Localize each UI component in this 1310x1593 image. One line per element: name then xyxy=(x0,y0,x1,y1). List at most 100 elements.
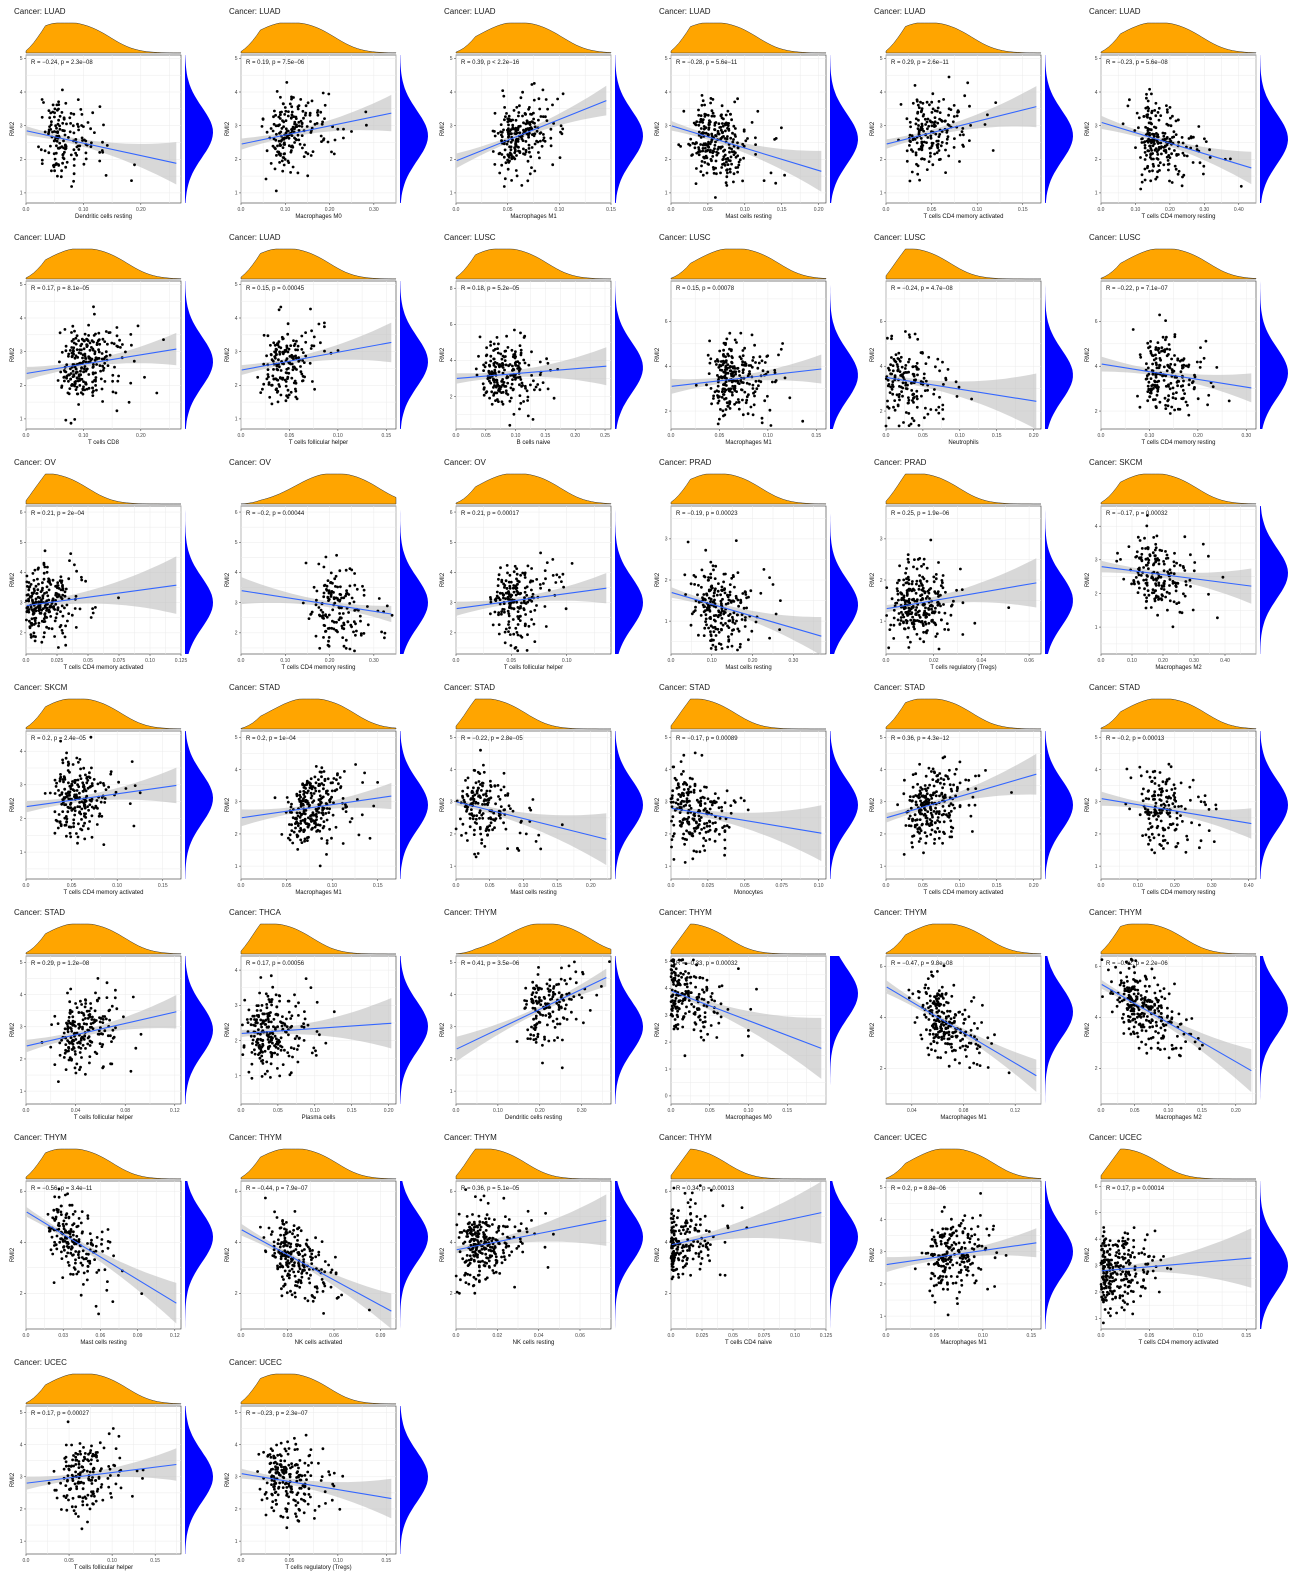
data-point xyxy=(716,129,720,133)
data-point xyxy=(1157,148,1160,152)
data-point xyxy=(278,352,282,356)
data-point xyxy=(726,135,729,138)
data-point xyxy=(101,364,104,368)
data-point xyxy=(920,157,924,161)
data-point xyxy=(514,127,518,131)
data-point xyxy=(40,162,44,166)
data-point xyxy=(72,157,76,161)
data-point xyxy=(1181,151,1185,155)
x-density xyxy=(25,248,182,280)
data-point xyxy=(1154,373,1158,377)
data-point xyxy=(271,144,275,148)
y-tick-label: 2 xyxy=(20,157,23,163)
data-point xyxy=(526,159,530,163)
data-point xyxy=(714,619,717,623)
data-point xyxy=(907,396,910,399)
data-point xyxy=(931,141,935,145)
data-point xyxy=(910,148,913,152)
data-point xyxy=(1163,350,1166,354)
data-point xyxy=(885,586,889,589)
data-point xyxy=(63,150,66,154)
data-point xyxy=(1143,167,1147,171)
data-point xyxy=(907,606,911,610)
x-tick-label: 0.06 xyxy=(1024,658,1034,664)
data-point xyxy=(929,155,932,158)
data-point xyxy=(762,179,766,183)
data-point xyxy=(1144,578,1148,582)
data-point xyxy=(65,122,68,126)
data-point xyxy=(727,626,731,629)
data-point xyxy=(1147,149,1151,153)
data-point xyxy=(1202,356,1206,360)
y-density xyxy=(1260,281,1288,429)
data-point xyxy=(78,144,82,148)
data-point xyxy=(968,104,971,108)
data-point xyxy=(915,98,919,102)
data-point xyxy=(522,400,525,403)
y-axis-label: RMI2 xyxy=(1085,121,1091,136)
data-point xyxy=(38,596,41,600)
data-point xyxy=(961,127,965,130)
data-point xyxy=(295,397,299,401)
data-point xyxy=(51,103,55,107)
data-point xyxy=(300,334,304,338)
data-point xyxy=(1155,579,1158,582)
data-point xyxy=(501,362,504,365)
data-point xyxy=(490,402,494,406)
data-point xyxy=(93,350,97,354)
data-point xyxy=(1168,179,1171,183)
data-point xyxy=(1163,132,1167,135)
data-point xyxy=(302,116,305,120)
data-point xyxy=(727,635,730,638)
data-point xyxy=(564,607,568,611)
data-point xyxy=(752,403,756,407)
y-tick-label: 2 xyxy=(235,157,238,163)
data-point xyxy=(95,343,99,346)
y-axis-label: RMI2 xyxy=(1085,572,1091,587)
data-point xyxy=(542,136,546,140)
data-point xyxy=(1180,184,1184,188)
data-point xyxy=(518,375,522,379)
x-tick-label: 0.02 xyxy=(929,658,939,664)
data-point xyxy=(62,139,65,143)
data-point xyxy=(917,106,921,109)
y-tick-label: 2 xyxy=(665,157,668,163)
data-point xyxy=(317,322,321,326)
data-point xyxy=(93,131,96,135)
regression-line xyxy=(886,377,1037,402)
data-point xyxy=(701,121,705,124)
data-point xyxy=(115,334,119,338)
data-point xyxy=(718,417,721,421)
data-point xyxy=(62,775,66,779)
data-point xyxy=(526,395,530,399)
data-point xyxy=(493,380,496,384)
data-point xyxy=(888,628,892,631)
data-point xyxy=(726,371,730,375)
data-point xyxy=(508,584,512,588)
points xyxy=(884,330,973,428)
data-point xyxy=(286,350,290,354)
data-point xyxy=(266,373,270,376)
data-point xyxy=(728,331,732,335)
data-point xyxy=(277,308,281,312)
data-point xyxy=(507,114,511,118)
data-point xyxy=(908,601,912,605)
data-point xyxy=(30,591,34,595)
data-point xyxy=(497,573,501,577)
x-tick-label: 0.10 xyxy=(280,658,290,664)
data-point xyxy=(940,579,944,582)
data-point xyxy=(704,598,707,602)
data-point xyxy=(503,106,506,109)
data-point xyxy=(281,146,285,150)
data-point xyxy=(737,629,741,633)
y-tick-label: 5 xyxy=(235,56,238,62)
data-point xyxy=(716,401,720,405)
data-point xyxy=(1165,354,1169,358)
data-point xyxy=(500,612,503,616)
data-point xyxy=(551,163,555,167)
data-point xyxy=(281,350,284,354)
data-point xyxy=(340,624,344,628)
data-point xyxy=(347,593,351,596)
